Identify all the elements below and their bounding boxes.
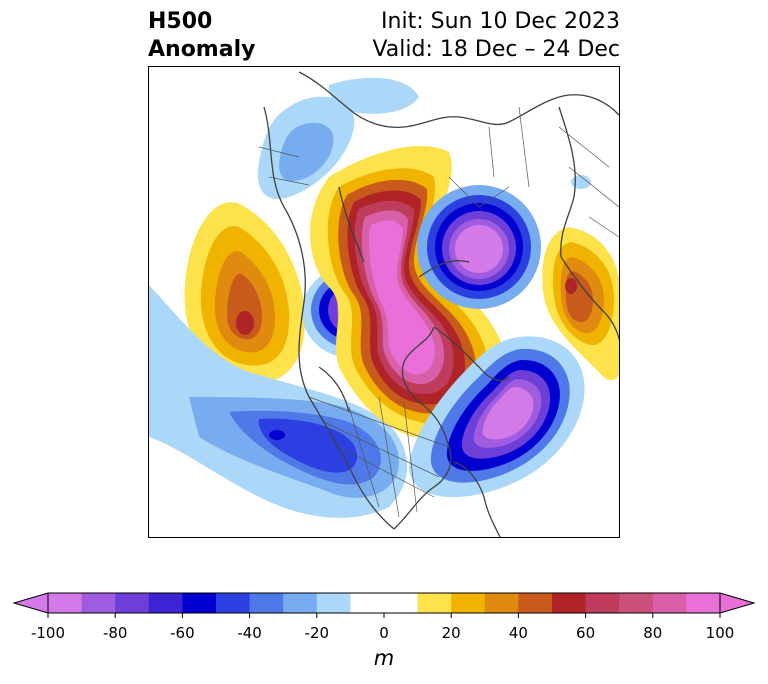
coastlines — [263, 71, 619, 537]
colorbar-segment — [686, 593, 721, 613]
colorbar-segment — [316, 593, 351, 613]
init-time-label: Init: Sun 10 Dec 2023 — [381, 9, 620, 34]
colorbar-tick-label: -100 — [30, 624, 66, 642]
colorbar-tick-label: -40 — [237, 624, 262, 642]
colorbar-segment — [182, 593, 217, 613]
colorbar-segment — [451, 593, 486, 613]
colorbar-segment — [148, 593, 183, 613]
negative-anomaly-siberia — [417, 185, 541, 309]
colorbar-extend-low — [14, 593, 48, 613]
negative-anomaly-north-atlantic — [409, 336, 585, 498]
colorbar-tick-label: 20 — [441, 624, 461, 642]
colorbar-segment — [81, 593, 116, 613]
colorbar-segment — [350, 593, 419, 613]
colorbar-segment — [518, 593, 553, 613]
positive-anomaly-north-pacific — [184, 202, 305, 384]
valid-time-label: Valid: 18 Dec – 24 Dec — [372, 37, 620, 62]
colorbar-extend-high — [720, 593, 754, 613]
colorbar-tick-label: 40 — [508, 624, 528, 642]
colorbar-segment — [619, 593, 654, 613]
colorbar-segment — [48, 593, 83, 613]
colorbar-tick-label: 0 — [379, 624, 389, 642]
colorbar-segment — [652, 593, 687, 613]
colorbar-unit-label: m — [373, 646, 395, 670]
colorbar-segment — [417, 593, 452, 613]
colorbar-segment — [283, 593, 318, 613]
colorbar — [12, 592, 756, 618]
chart-title-left: H500 Anomaly — [148, 8, 255, 64]
title-variable: H500 — [148, 9, 213, 34]
negative-anomaly-eastern-pacific — [149, 285, 408, 518]
borders — [258, 106, 619, 518]
anomaly-map — [148, 66, 620, 538]
colorbar-segment — [115, 593, 150, 613]
colorbar-tick-label: 80 — [643, 624, 663, 642]
colorbar-segment — [552, 593, 587, 613]
colorbar-segment — [585, 593, 620, 613]
colorbar-segment — [216, 593, 251, 613]
chart-title-right: Init: Sun 10 Dec 2023 Valid: 18 Dec – 24… — [372, 8, 620, 64]
anomaly-map-svg — [149, 67, 619, 537]
colorbar-tick-label: -20 — [304, 624, 330, 642]
title-field: Anomaly — [148, 37, 256, 62]
colorbar-tick-label: 100 — [705, 624, 735, 642]
colorbar-tick-label: 60 — [576, 624, 596, 642]
colorbar-tick-label: -60 — [170, 624, 195, 642]
colorbar-segment — [249, 593, 284, 613]
colorbar-tick-label: -80 — [102, 624, 128, 642]
colorbar-segment — [484, 593, 519, 613]
positive-anomaly-arctic-greenland — [310, 146, 508, 441]
negative-anomaly-east-asia — [257, 77, 591, 199]
